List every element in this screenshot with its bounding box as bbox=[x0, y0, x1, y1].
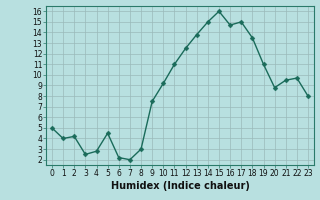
X-axis label: Humidex (Indice chaleur): Humidex (Indice chaleur) bbox=[111, 181, 249, 191]
